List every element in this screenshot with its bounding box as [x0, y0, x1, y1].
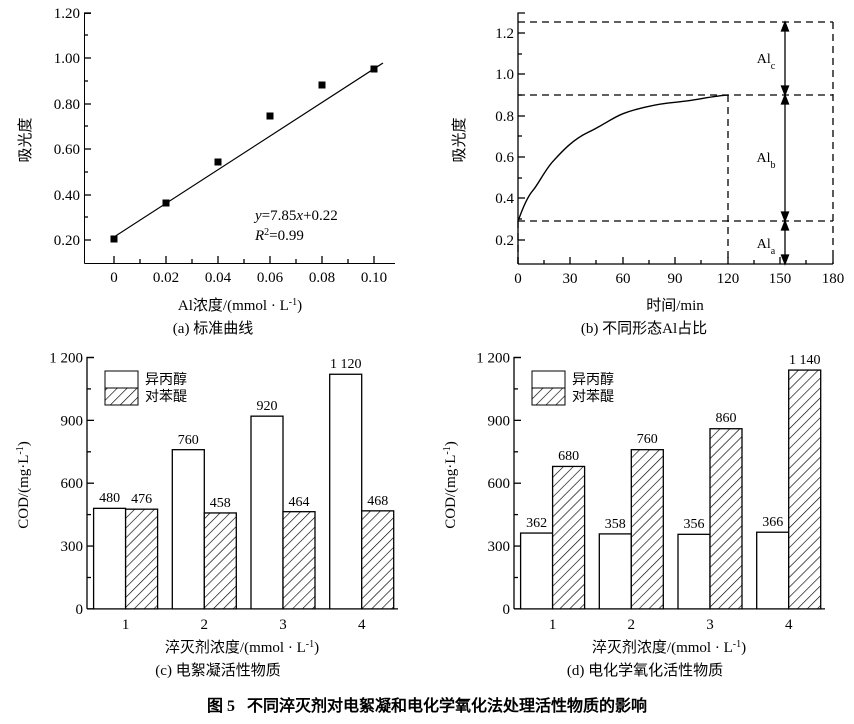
svg-text:1 200: 1 200: [49, 351, 83, 367]
svg-text:R2=0.99: R2=0.99: [254, 227, 304, 245]
svg-text:900: 900: [488, 413, 511, 429]
svg-text:358: 358: [605, 517, 626, 532]
svg-text:1 140: 1 140: [789, 353, 821, 368]
svg-text:600: 600: [488, 476, 511, 492]
svg-text:0: 0: [76, 602, 84, 618]
svg-text:0.04: 0.04: [205, 270, 232, 286]
svg-text:吸光度: 吸光度: [451, 117, 468, 162]
svg-text:2: 2: [201, 617, 209, 633]
svg-text:0.08: 0.08: [309, 270, 335, 286]
svg-text:600: 600: [61, 476, 84, 492]
svg-text:0.60: 0.60: [54, 142, 80, 158]
svg-text:1.0: 1.0: [495, 67, 514, 83]
svg-text:900: 900: [61, 413, 84, 429]
svg-text:0.6: 0.6: [495, 150, 514, 166]
svg-text:0.40: 0.40: [54, 188, 80, 204]
svg-text:480: 480: [99, 491, 120, 506]
svg-text:760: 760: [178, 433, 199, 448]
svg-text:4: 4: [785, 617, 793, 633]
svg-text:0.2: 0.2: [495, 233, 514, 249]
svg-text:362: 362: [526, 516, 547, 531]
svg-text:对苯醍: 对苯醍: [572, 388, 614, 405]
svg-text:920: 920: [257, 399, 278, 414]
svg-text:1: 1: [122, 617, 130, 633]
svg-text:Al浓度/(mmol · L-1): Al浓度/(mmol · L-1): [178, 297, 302, 315]
svg-text:3: 3: [279, 617, 287, 633]
svg-text:120: 120: [717, 271, 740, 287]
svg-text:0: 0: [110, 270, 118, 286]
svg-text:0.20: 0.20: [54, 233, 80, 249]
svg-text:1 200: 1 200: [476, 351, 510, 367]
svg-text:1: 1: [549, 617, 557, 633]
svg-text:吸光度: 吸光度: [17, 117, 34, 162]
svg-text:180: 180: [822, 271, 845, 287]
svg-text:1 120: 1 120: [330, 357, 362, 372]
svg-text:0.80: 0.80: [54, 97, 80, 113]
svg-text:0.8: 0.8: [495, 109, 514, 125]
svg-text:图 5 不同淬灭剂对电絮凝和电化学氧化法处理活性物质的影: 图 5 不同淬灭剂对电絮凝和电化学氧化法处理活性物质的影响: [207, 696, 647, 715]
svg-text:(a) 标准曲线: (a) 标准曲线: [173, 320, 253, 337]
svg-text:476: 476: [131, 492, 152, 507]
svg-text:1.20: 1.20: [54, 6, 80, 22]
svg-text:356: 356: [684, 517, 705, 532]
svg-text:0: 0: [514, 271, 522, 287]
svg-text:y=7.85x+0.22: y=7.85x+0.22: [253, 208, 338, 224]
svg-text:680: 680: [558, 449, 579, 464]
svg-text:760: 760: [637, 432, 658, 447]
svg-text:458: 458: [210, 496, 231, 511]
svg-text:时间/min: 时间/min: [646, 297, 704, 314]
svg-text:4: 4: [358, 617, 366, 633]
svg-text:150: 150: [769, 271, 792, 287]
svg-text:(b) 不同形态Al占比: (b) 不同形态Al占比: [581, 320, 707, 337]
svg-text:0.06: 0.06: [257, 270, 284, 286]
svg-text:0: 0: [503, 602, 511, 618]
svg-text:60: 60: [616, 271, 631, 287]
svg-text:异丙醇: 异丙醇: [572, 371, 614, 388]
svg-text:淬灭剂浓度/(mmol · L-1): 淬灭剂浓度/(mmol · L-1): [165, 639, 319, 657]
svg-text:30: 30: [563, 271, 578, 287]
svg-text:淬灭剂浓度/(mmol · L-1): 淬灭剂浓度/(mmol · L-1): [592, 639, 746, 657]
svg-text:对苯醍: 对苯醍: [145, 388, 187, 405]
svg-text:860: 860: [716, 411, 737, 426]
svg-text:异丙醇: 异丙醇: [145, 371, 187, 388]
svg-text:0.10: 0.10: [361, 270, 387, 286]
svg-text:1.00: 1.00: [54, 51, 80, 67]
svg-text:366: 366: [762, 515, 783, 530]
svg-text:468: 468: [367, 494, 388, 509]
svg-text:90: 90: [668, 271, 683, 287]
svg-text:3: 3: [706, 617, 714, 633]
svg-text:464: 464: [289, 495, 310, 510]
svg-text:300: 300: [488, 539, 511, 555]
svg-text:(c) 电絮凝活性物质: (c) 电絮凝活性物质: [155, 662, 280, 679]
svg-text:0.4: 0.4: [495, 191, 514, 207]
svg-text:2: 2: [628, 617, 636, 633]
svg-text:(d) 电化学氧化活性物质: (d) 电化学氧化活性物质: [567, 662, 723, 679]
svg-text:0.02: 0.02: [153, 270, 179, 286]
svg-text:1.2: 1.2: [495, 26, 514, 42]
svg-text:300: 300: [61, 539, 84, 555]
